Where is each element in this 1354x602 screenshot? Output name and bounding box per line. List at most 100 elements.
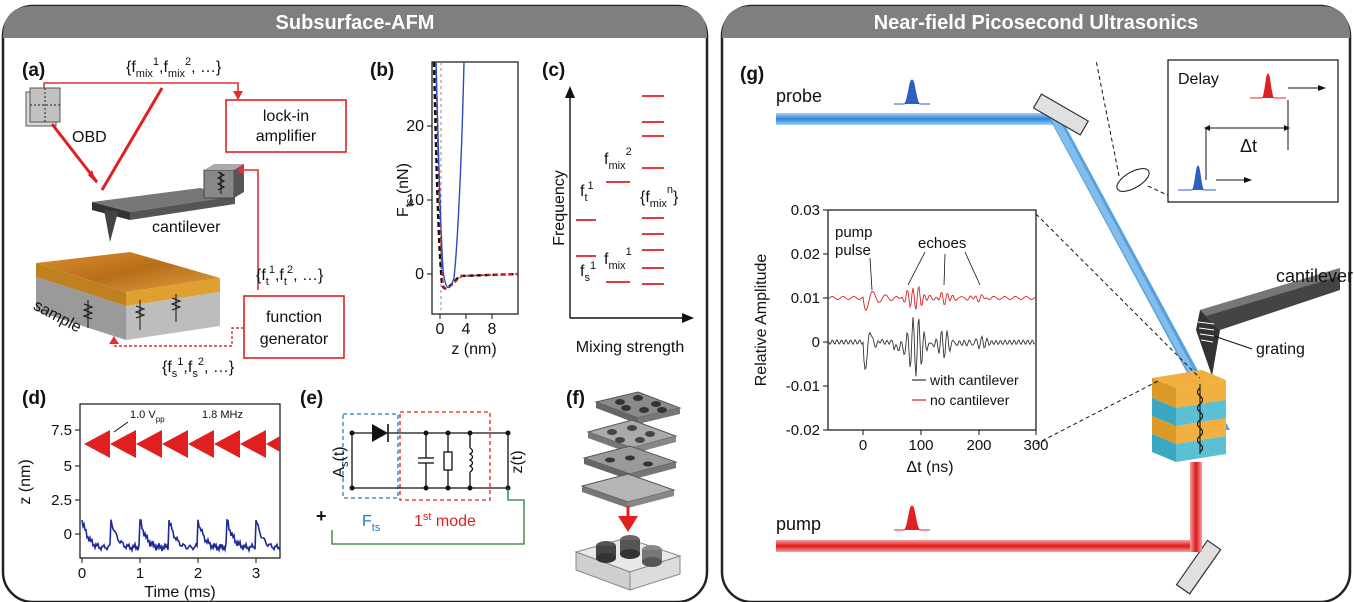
g-ytick: -0.01 [786,378,820,395]
e-zt-label: z(t) [509,450,526,473]
pump-pulse-icon [894,505,930,531]
d-xlabel: Time (ms) [144,584,215,601]
panel-e-label: (e) [300,388,323,409]
legend-with-cantilever: with cantilever [929,372,1019,388]
g-ytick: 0 [812,334,820,351]
panel-b: (b) 20 10 0 0 4 8 z (nm) Fts (nN) [370,60,519,358]
d-ytick: 5 [64,458,72,475]
panel-b-label: (b) [370,60,394,81]
panel-g-label: (g) [740,64,764,85]
left-panel-title: Subsurface-AFM [276,12,435,34]
probe-pulse-icon [894,79,930,105]
b-ylabel: Fts (nN) [395,163,416,217]
delay-red-pulse-icon [1250,73,1286,99]
e-as-label: As(t) [331,446,351,477]
arrowhead [109,336,119,344]
pump-label: pump [776,514,821,534]
g-xtick: 100 [908,437,933,454]
g-plot-axes [827,209,1037,431]
pump-mirror-icon [1175,539,1222,595]
c-fmix1-label: fmix1 [604,246,632,272]
panel-a-label: (a) [22,60,45,81]
panel-c: (c) Frequency Mixing strength ft1 fs1 fm… [542,60,694,356]
g-ytick: 0.01 [791,290,820,307]
delay-label: Delay [1178,71,1219,88]
b-ytick: 0 [415,266,424,283]
funcgen-label-2: generator [260,331,329,348]
g-cantilever-icon [1196,268,1340,376]
left-header-bar [3,6,707,38]
d-freq-label: 1.8 MHz [202,409,243,421]
function-generator-box [243,295,345,359]
ft-set-label: {ft1,ft2, …} [256,264,324,288]
pump-beam-vertical [1190,462,1202,552]
grating-label: grating [1256,341,1305,358]
e-plus-sign: + [316,506,327,526]
probe-mirror-icon [1032,93,1090,136]
g-ytick: 0.03 [791,202,820,219]
panel-f-label: (f) [566,388,585,409]
probe-beam-horizontal [776,113,1054,125]
b-xtick: 0 [436,321,445,338]
panel-d: (d) 7.5 5 2.5 0 0 1 2 3 Time (ms) z (nm)… [17,388,281,601]
reflected-laser-beam [50,123,99,183]
e-fts-label: Fts [362,513,381,534]
cantilever-label: cantilever [152,219,221,236]
g-ytick: -0.02 [786,422,820,439]
d-xtick: 3 [252,565,260,582]
pump-beam-horizontal [776,540,1202,552]
g-xlabel: Δt (ns) [906,459,953,476]
fs-set-label: {fs1,fs2, …} [162,356,235,380]
b-ytick: 10 [406,192,424,209]
b-curve-blue [435,61,465,289]
d-excitation-markers [84,430,280,458]
panel-d-label: (d) [22,388,46,409]
g-xtick: 300 [1023,437,1048,454]
d-vpp-label: 1.0 Vpp [130,409,165,424]
g-pump-annotation: pump [835,224,873,241]
right-header-bar [722,6,1350,38]
g-trace-no-cantilever [828,285,1036,312]
panel-f: (f) [566,388,682,591]
c-frequency-lines [576,95,664,285]
panel-c-label: (c) [542,60,565,81]
d-ytick: 7.5 [51,422,72,439]
panel-b-axes [431,61,519,315]
arrowhead [88,170,97,184]
g-ytick: 0.02 [791,246,820,263]
arrowhead [233,91,243,100]
delta-t-label: Δt [1240,136,1257,156]
c-xlabel: Mixing strength [576,339,685,356]
g-trace-with-cantilever [828,316,1036,377]
b-xtick: 4 [462,321,471,338]
zoom-line [1035,379,1161,445]
lockin-amplifier-box [225,99,347,153]
sample-block-icon [36,252,220,340]
d-ytick: 0 [64,526,72,543]
fmix-set-label: {fmix1,fmix2, …} [126,56,222,80]
e-mode-box [399,411,491,501]
e-mode-label: 1st mode [414,511,476,530]
d-xtick: 0 [78,565,86,582]
g-ylabel: Relative Amplitude [753,254,770,387]
photodetector-icon [25,87,61,127]
lockin-label-2: amplifier [256,128,317,145]
d-trace [81,518,281,554]
g-xtick: 200 [966,437,991,454]
incident-laser-beam [100,87,164,191]
zoom-line [1095,59,1120,177]
e-feedback-wire [331,488,525,545]
b-ytick: 20 [406,118,424,135]
arrowhead [565,86,575,98]
zoom-line [1147,185,1179,201]
delay-blue-pulse-icon [1178,165,1216,191]
e-diode-icon [372,424,388,442]
panel-g: (g) probe pump Delay Δt [740,59,1353,595]
d-xtick: 1 [136,565,144,582]
f-tomography-layers-icon [574,391,682,591]
cantilever-icon [92,164,244,242]
lockin-label-1: lock-in [263,108,309,125]
g-echoes-annotation: echoes [918,235,966,252]
multilayer-sample-icon [1152,370,1226,462]
